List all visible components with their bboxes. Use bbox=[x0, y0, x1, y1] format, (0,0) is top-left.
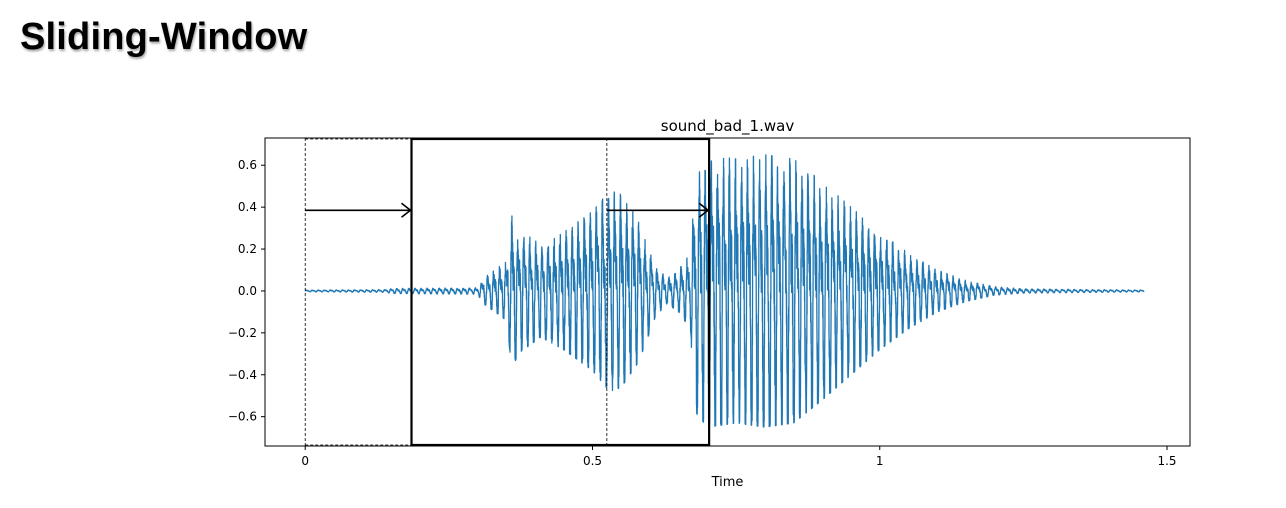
x-tick-label: 0 bbox=[301, 454, 309, 468]
chart-title: sound_bad_1.wav bbox=[661, 117, 795, 136]
y-tick-label: 0.6 bbox=[238, 158, 257, 172]
y-tick-label: 0.4 bbox=[238, 200, 257, 214]
x-axis-label: Time bbox=[711, 475, 744, 490]
arrow-head bbox=[698, 202, 710, 218]
y-axis: 0.6 0.4 0.2 0.0 −0.2 −0.4 −0.6 bbox=[228, 158, 265, 424]
y-tick-label: 0.2 bbox=[238, 242, 257, 256]
waveform-line bbox=[304, 154, 1145, 428]
x-axis: 0 0.5 1 1.5 bbox=[301, 446, 1177, 468]
waveform-series bbox=[304, 154, 1145, 428]
x-tick-label: 1.5 bbox=[1157, 454, 1176, 468]
y-tick-label: −0.2 bbox=[228, 326, 257, 340]
page-title: Sliding-Window bbox=[20, 16, 308, 58]
x-tick-label: 1 bbox=[876, 454, 884, 468]
x-tick-label: 0.5 bbox=[583, 454, 602, 468]
arrow-head bbox=[401, 202, 412, 218]
y-tick-label: −0.6 bbox=[228, 410, 257, 424]
plot-frame bbox=[264, 137, 1191, 447]
y-tick-label: 0.0 bbox=[238, 284, 257, 298]
y-tick-label: −0.4 bbox=[228, 368, 257, 382]
sliding-window-annotations bbox=[304, 137, 711, 447]
sliding-window-box bbox=[410, 137, 711, 447]
